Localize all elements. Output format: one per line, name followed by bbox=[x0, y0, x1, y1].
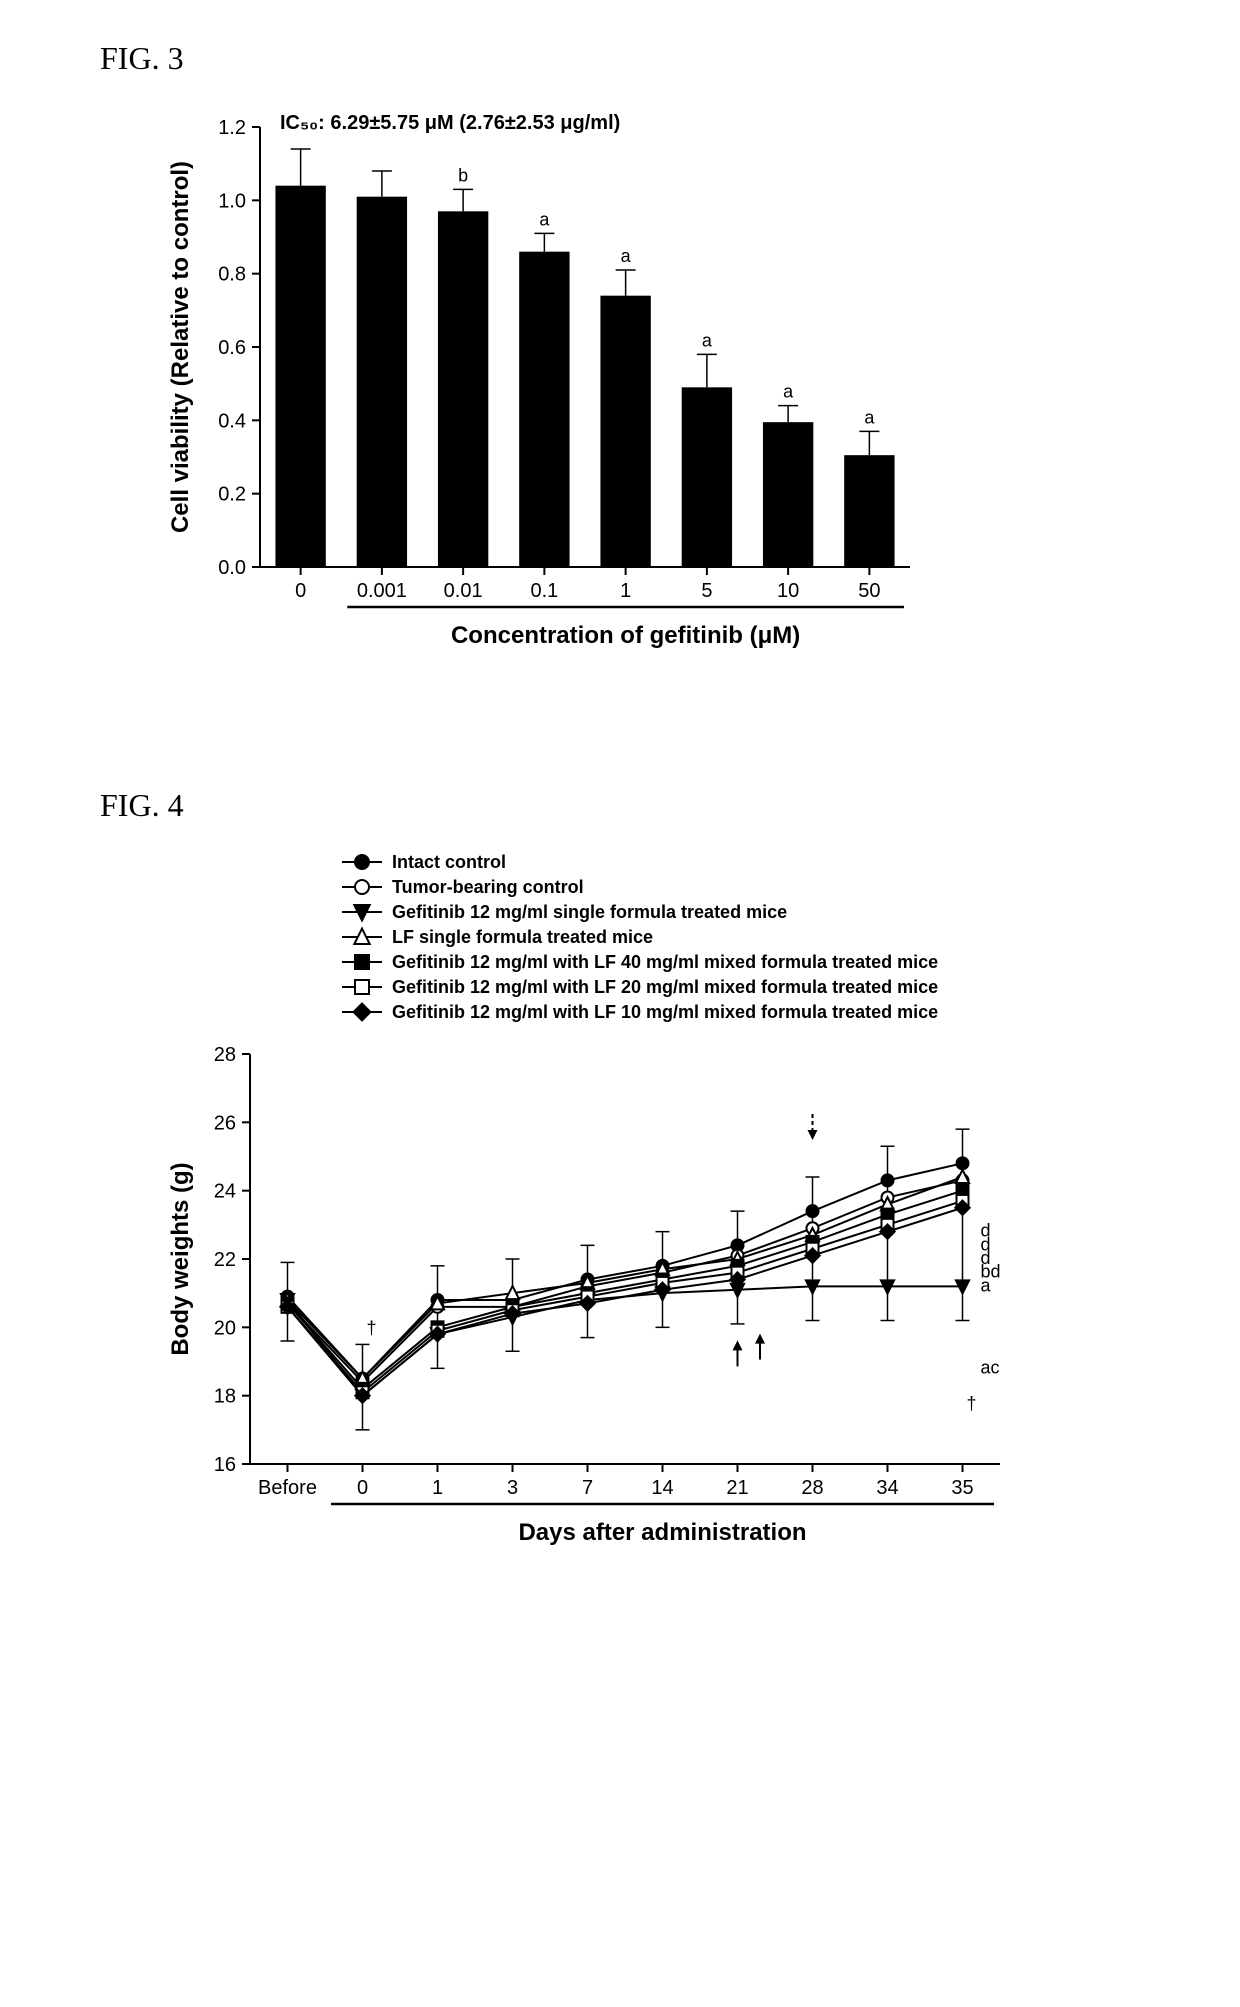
svg-text:0.01: 0.01 bbox=[444, 580, 483, 602]
svg-text:a: a bbox=[981, 1275, 992, 1295]
figure-4: FIG. 4 Intact control Tumor-bearing contr… bbox=[40, 787, 1200, 1564]
svg-text:16: 16 bbox=[214, 1454, 236, 1476]
svg-text:Days after administration: Days after administration bbox=[518, 1519, 806, 1546]
svg-text:1.2: 1.2 bbox=[218, 117, 246, 139]
svg-text:28: 28 bbox=[801, 1477, 823, 1499]
svg-text:Gefitinib 12 mg/ml with LF 10: Gefitinib 12 mg/ml with LF 10 mg/ml mixe… bbox=[392, 1002, 938, 1022]
svg-text:0.4: 0.4 bbox=[218, 410, 246, 432]
svg-text:18: 18 bbox=[214, 1386, 236, 1408]
svg-text:a: a bbox=[783, 382, 794, 402]
svg-text:0.0: 0.0 bbox=[218, 557, 246, 579]
svg-text:1: 1 bbox=[620, 580, 631, 602]
svg-text:b: b bbox=[458, 165, 468, 185]
svg-text:0.1: 0.1 bbox=[530, 580, 558, 602]
svg-text:7: 7 bbox=[582, 1477, 593, 1499]
svg-text:3: 3 bbox=[507, 1477, 518, 1499]
svg-text:5: 5 bbox=[701, 580, 712, 602]
figure-4-chart: Intact control Tumor-bearing control Gefit… bbox=[160, 844, 1200, 1564]
svg-text:†: † bbox=[367, 1318, 377, 1338]
figure-3: FIG. 3 0.0 0.2 0.4 0.6 0.8 1.0 1.2 0 0.001 b 0.01 a… bbox=[40, 40, 1200, 667]
svg-text:Concentration of gefitinib (μM: Concentration of gefitinib (μM) bbox=[451, 622, 800, 649]
svg-text:28: 28 bbox=[214, 1044, 236, 1066]
svg-text:20: 20 bbox=[214, 1317, 236, 1339]
svg-text:Before: Before bbox=[258, 1477, 317, 1499]
svg-text:35: 35 bbox=[951, 1477, 973, 1499]
figure-3-title: FIG. 3 bbox=[100, 40, 1200, 77]
svg-text:0.8: 0.8 bbox=[218, 264, 246, 286]
svg-text:0.001: 0.001 bbox=[357, 580, 407, 602]
svg-text:0: 0 bbox=[357, 1477, 368, 1499]
svg-text:Cell viability (Relative to co: Cell viability (Relative to control) bbox=[167, 161, 194, 533]
svg-text:Body weights (g): Body weights (g) bbox=[167, 1162, 194, 1355]
svg-text:a: a bbox=[621, 246, 632, 266]
svg-text:34: 34 bbox=[876, 1477, 898, 1499]
svg-text:†: † bbox=[967, 1393, 977, 1413]
svg-text:LF single formula treated mice: LF single formula treated mice bbox=[392, 927, 653, 947]
figure-4-title: FIG. 4 bbox=[100, 787, 1200, 824]
svg-text:Tumor-bearing control: Tumor-bearing control bbox=[392, 877, 584, 897]
svg-text:21: 21 bbox=[726, 1477, 748, 1499]
svg-text:a: a bbox=[864, 407, 875, 427]
svg-text:0: 0 bbox=[295, 580, 306, 602]
svg-text:1.0: 1.0 bbox=[218, 190, 246, 212]
svg-text:a: a bbox=[702, 330, 713, 350]
svg-text:Gefitinib 12 mg/ml single form: Gefitinib 12 mg/ml single formula treate… bbox=[392, 902, 787, 922]
svg-text:0.2: 0.2 bbox=[218, 484, 246, 506]
svg-text:ac: ac bbox=[981, 1357, 1000, 1377]
svg-text:14: 14 bbox=[651, 1477, 673, 1499]
svg-text:50: 50 bbox=[858, 580, 880, 602]
svg-text:10: 10 bbox=[777, 580, 799, 602]
svg-text:22: 22 bbox=[214, 1249, 236, 1271]
svg-text:Gefitinib 12 mg/ml with LF 20: Gefitinib 12 mg/ml with LF 20 mg/ml mixe… bbox=[392, 977, 938, 997]
svg-text:Gefitinib 12 mg/ml with LF 40: Gefitinib 12 mg/ml with LF 40 mg/ml mixe… bbox=[392, 952, 938, 972]
svg-text:Intact control: Intact control bbox=[392, 852, 506, 872]
svg-text:a: a bbox=[539, 209, 550, 229]
svg-text:1: 1 bbox=[432, 1477, 443, 1499]
svg-text:0.6: 0.6 bbox=[218, 337, 246, 359]
svg-text:IC₅₀: 6.29±5.75 μM (2.76±2.53: IC₅₀: 6.29±5.75 μM (2.76±2.53 μg/ml) bbox=[280, 112, 620, 134]
svg-text:26: 26 bbox=[214, 1112, 236, 1134]
svg-text:24: 24 bbox=[214, 1181, 236, 1203]
figure-3-chart: 0.0 0.2 0.4 0.6 0.8 1.0 1.2 0 0.001 b 0.01 a 0.1 a 1 a 5… bbox=[160, 97, 1200, 667]
